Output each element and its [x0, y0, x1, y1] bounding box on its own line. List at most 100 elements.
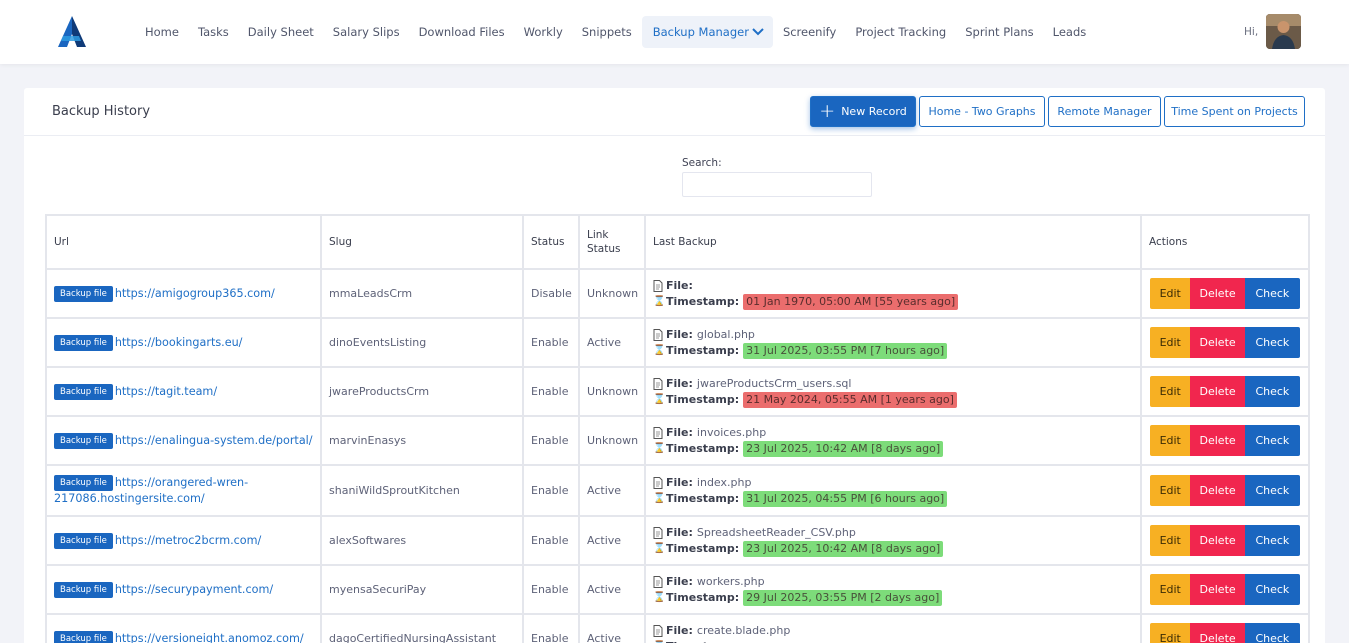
- delete-button[interactable]: Delete: [1190, 475, 1245, 506]
- new-record-button[interactable]: + New Record: [810, 96, 916, 127]
- timestamp-label: Timestamp:: [666, 295, 740, 308]
- nav-item-label: Backup Manager: [652, 25, 749, 39]
- backup-file-badge[interactable]: Backup file: [54, 474, 113, 491]
- nav-item-screenify[interactable]: Screenify: [774, 16, 845, 48]
- edit-button[interactable]: Edit: [1150, 623, 1191, 643]
- action-button-group: Edit Delete Check: [1150, 327, 1300, 358]
- url-link[interactable]: https://securypayment.com/: [114, 582, 274, 596]
- url-link[interactable]: https://versioneight.anomoz.com/: [114, 631, 304, 643]
- timestamp-line: ⌛ Timestamp: 23 Jul 2025, 10:42 AM [8 da…: [653, 540, 1133, 557]
- action-button-group: Edit Delete Check: [1150, 376, 1300, 407]
- remote-manager-button[interactable]: Remote Manager: [1048, 96, 1161, 127]
- delete-button[interactable]: Delete: [1190, 376, 1245, 407]
- file-icon: [653, 575, 663, 588]
- url-link[interactable]: https://bookingarts.eu/: [114, 335, 243, 349]
- url-cell: Backup file https://tagit.team/: [45, 366, 322, 417]
- timestamp-badge: 21 May 2024, 05:55 AM [1 years ago]: [743, 391, 957, 408]
- backup-file-badge[interactable]: Backup file: [54, 581, 113, 598]
- timestamp-badge: 31 Jul 2025, 04:55 PM [6 hours ago]: [743, 490, 948, 507]
- nav-item-label: Snippets: [581, 25, 632, 39]
- nav-item-leads[interactable]: Leads: [1044, 16, 1096, 48]
- check-button[interactable]: Check: [1244, 327, 1300, 358]
- search-input[interactable]: [682, 172, 872, 197]
- file-label: File:: [666, 624, 693, 637]
- actions-cell: Edit Delete Check: [1140, 366, 1310, 417]
- status-cell: Enable: [522, 564, 580, 615]
- check-button[interactable]: Check: [1244, 376, 1300, 407]
- page-title: Backup History: [52, 104, 151, 119]
- delete-button[interactable]: Delete: [1190, 623, 1245, 643]
- backup-file-badge[interactable]: Backup file: [54, 432, 113, 449]
- actions-cell: Edit Delete Check: [1140, 268, 1310, 319]
- timestamp-badge: 01 Jan 1970, 05:00 AM [55 years ago]: [743, 293, 959, 310]
- url-link[interactable]: https://enalingua-system.de/portal/: [114, 433, 313, 447]
- header-status[interactable]: Status: [522, 214, 580, 270]
- header-link-status[interactable]: Link Status: [578, 214, 646, 270]
- nav-item-tasks[interactable]: Tasks: [189, 16, 238, 48]
- delete-button[interactable]: Delete: [1190, 327, 1245, 358]
- edit-button[interactable]: Edit: [1150, 425, 1191, 456]
- timestamp-badge: 23 Jul 2025, 10:42 AM [8 days ago]: [743, 440, 944, 457]
- url-link[interactable]: https://amigogroup365.com/: [114, 286, 275, 300]
- last-backup-cell: File: create.blade.php ⌛ Timestamp:: [644, 613, 1142, 643]
- time-spent-button[interactable]: Time Spent on Projects: [1164, 96, 1305, 127]
- file-icon: [653, 526, 663, 539]
- delete-button[interactable]: Delete: [1190, 574, 1245, 605]
- slug-cell: jwareProductsCrm: [320, 366, 524, 417]
- hourglass-icon: ⌛: [653, 345, 666, 356]
- timestamp-line: ⌛ Timestamp: 31 Jul 2025, 03:55 PM [7 ho…: [653, 342, 1133, 359]
- check-button[interactable]: Check: [1244, 574, 1300, 605]
- file-line: File: workers.php: [653, 574, 1133, 590]
- home-two-graphs-button[interactable]: Home - Two Graphs: [919, 96, 1045, 127]
- delete-button[interactable]: Delete: [1190, 425, 1245, 456]
- check-button[interactable]: Check: [1244, 525, 1300, 556]
- status-cell: Disable: [522, 268, 580, 319]
- file-name: create.blade.php: [696, 624, 791, 637]
- backup-file-badge[interactable]: Backup file: [54, 334, 113, 351]
- delete-button[interactable]: Delete: [1190, 525, 1245, 556]
- new-record-label: New Record: [841, 105, 907, 118]
- brand-logo-icon[interactable]: [55, 14, 89, 48]
- nav-item-label: Daily Sheet: [247, 25, 314, 39]
- check-button[interactable]: Check: [1244, 278, 1300, 309]
- file-line: File: invoices.php: [653, 425, 1133, 441]
- edit-button[interactable]: Edit: [1150, 525, 1191, 556]
- nav-item-snippets[interactable]: Snippets: [573, 16, 641, 48]
- nav-item-sprint-plans[interactable]: Sprint Plans: [956, 16, 1042, 48]
- nav-item-backup-manager[interactable]: Backup Manager: [641, 16, 773, 48]
- nav-item-daily-sheet[interactable]: Daily Sheet: [239, 16, 323, 48]
- url-link[interactable]: https://metroc2bcrm.com/: [114, 533, 262, 547]
- check-button[interactable]: Check: [1244, 425, 1300, 456]
- nav-item-salary-slips[interactable]: Salary Slips: [324, 16, 409, 48]
- nav-item-download-files[interactable]: Download Files: [410, 16, 514, 48]
- backup-file-badge[interactable]: Backup file: [54, 630, 113, 643]
- edit-button[interactable]: Edit: [1150, 327, 1191, 358]
- user-avatar[interactable]: [1266, 14, 1301, 49]
- backup-file-badge[interactable]: Backup file: [54, 285, 113, 302]
- delete-button[interactable]: Delete: [1190, 278, 1245, 309]
- last-backup-cell: File: global.php ⌛ Timestamp: 31 Jul 202…: [644, 317, 1142, 368]
- file-label: File:: [666, 426, 693, 439]
- url-link[interactable]: https://orangered-wren-217086.hostingers…: [54, 475, 249, 505]
- backup-file-badge[interactable]: Backup file: [54, 532, 113, 549]
- check-button[interactable]: Check: [1244, 623, 1300, 643]
- header-url[interactable]: Url: [45, 214, 322, 270]
- nav-item-label: Tasks: [197, 25, 229, 39]
- edit-button[interactable]: Edit: [1150, 376, 1191, 407]
- nav-item-label: Download Files: [418, 25, 505, 39]
- nav-item-label: Workly: [523, 25, 563, 39]
- url-link[interactable]: https://tagit.team/: [114, 384, 218, 398]
- check-button[interactable]: Check: [1244, 475, 1300, 506]
- file-label: File:: [666, 575, 693, 588]
- nav-item-workly[interactable]: Workly: [515, 16, 572, 48]
- nav-item-project-tracking[interactable]: Project Tracking: [846, 16, 955, 48]
- header-slug[interactable]: Slug: [320, 214, 524, 270]
- nav-item-home[interactable]: Home: [136, 16, 188, 48]
- file-label: File:: [666, 526, 693, 539]
- edit-button[interactable]: Edit: [1150, 278, 1191, 309]
- link-status-cell: Active: [578, 464, 646, 517]
- backup-file-badge[interactable]: Backup file: [54, 383, 113, 400]
- edit-button[interactable]: Edit: [1150, 574, 1191, 605]
- header-last-backup[interactable]: Last Backup: [644, 214, 1142, 270]
- edit-button[interactable]: Edit: [1150, 475, 1191, 506]
